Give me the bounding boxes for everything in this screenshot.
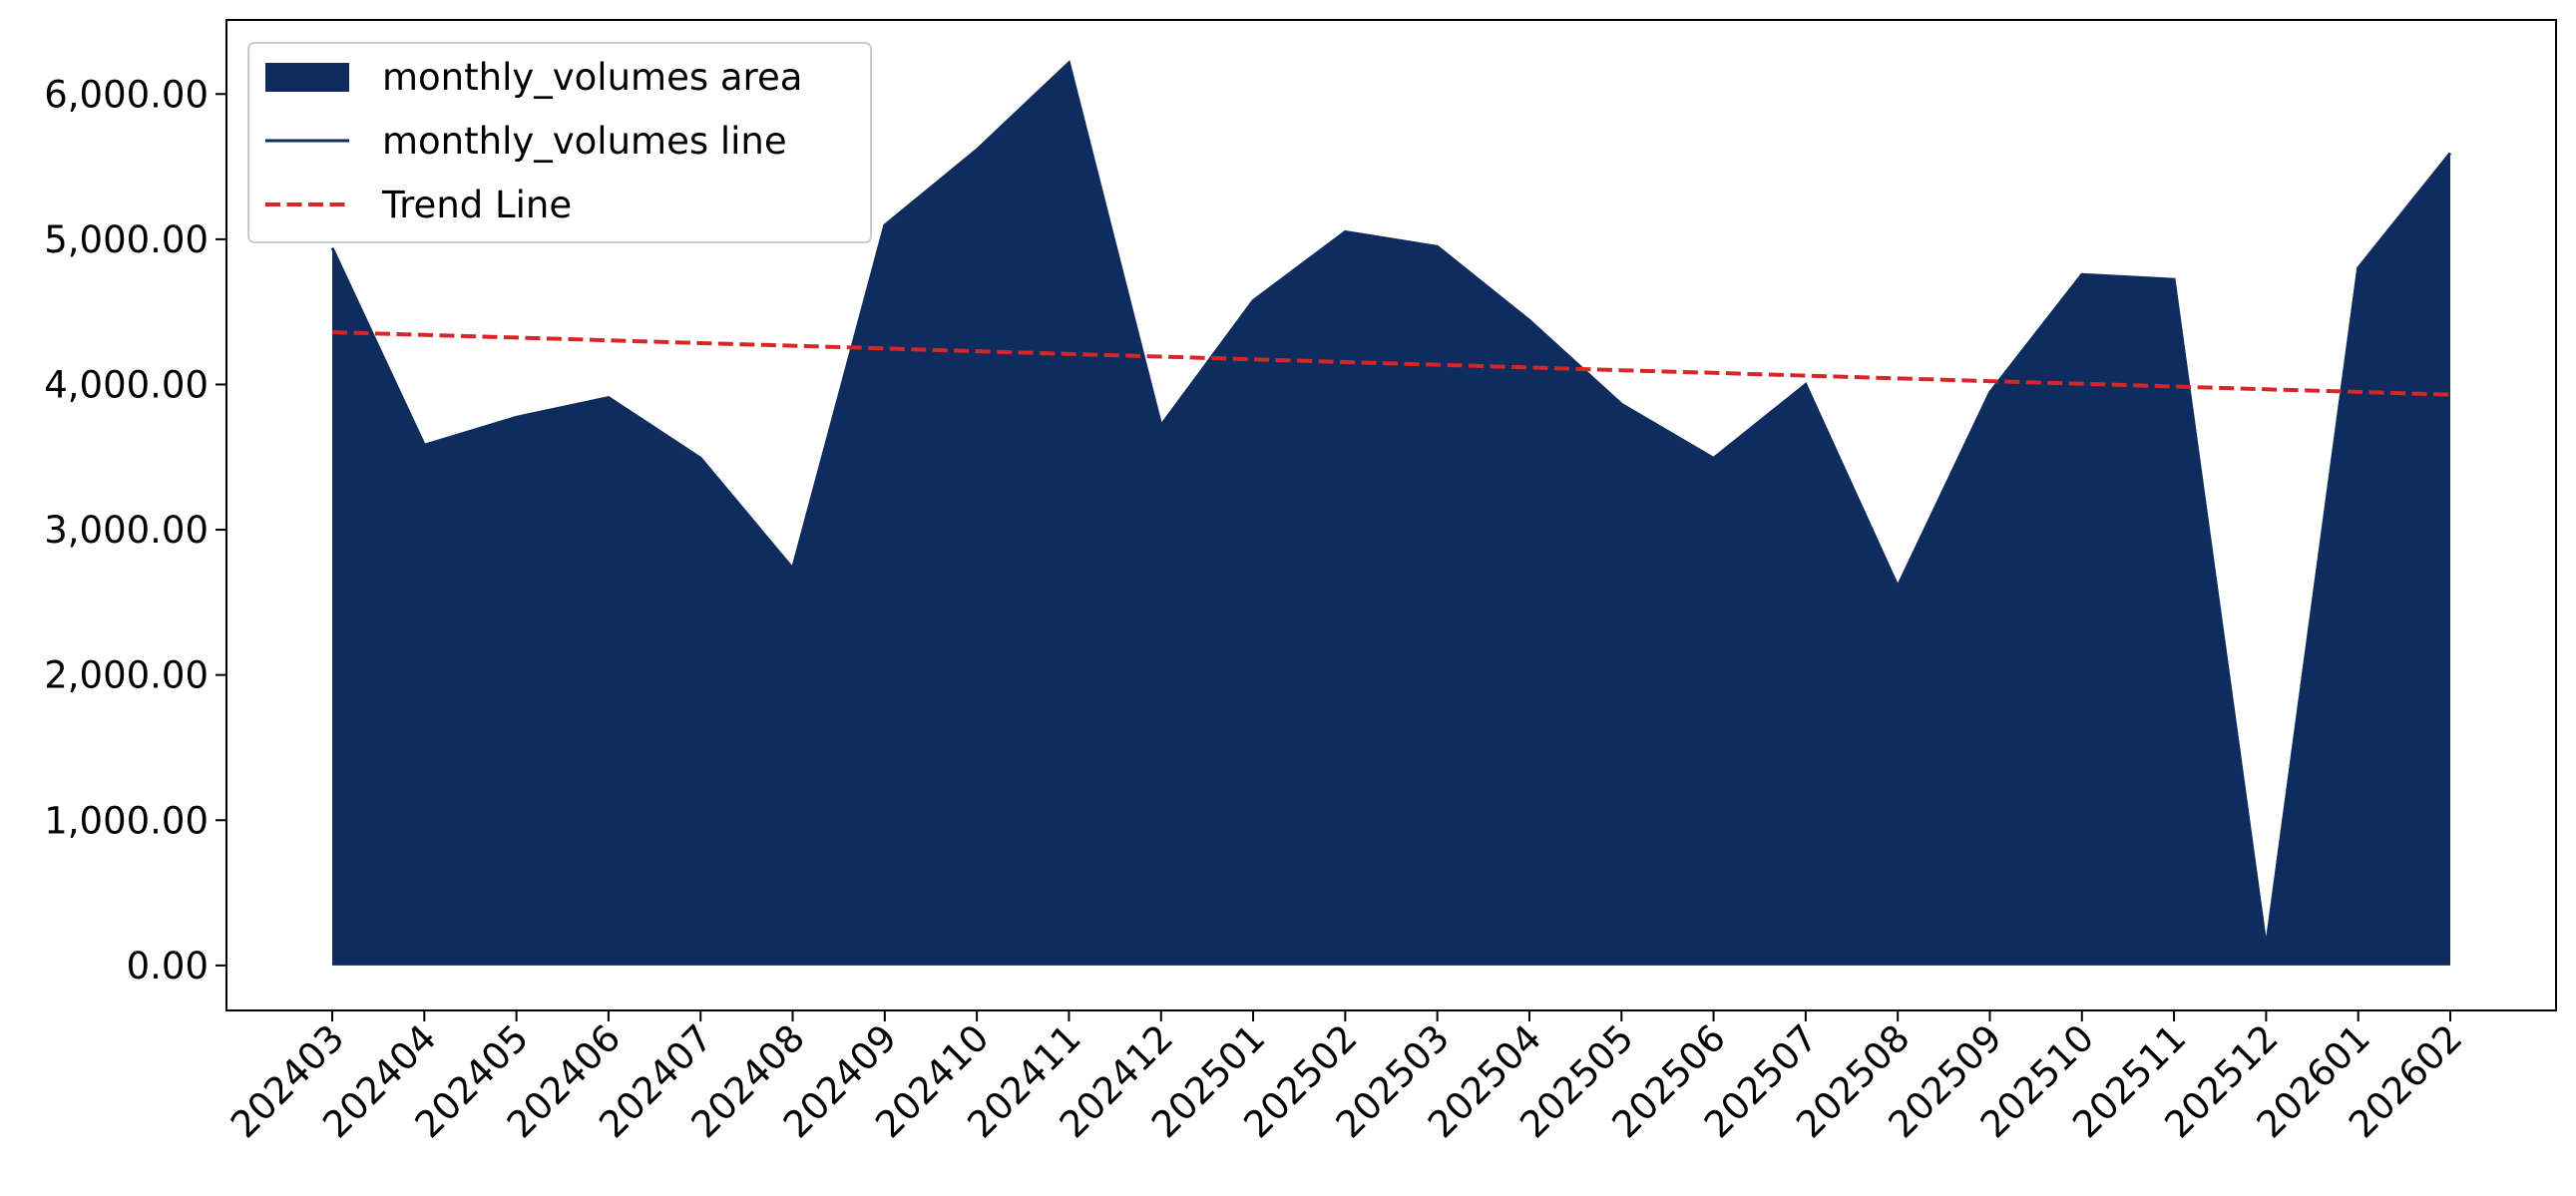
y-tick-label: 6,000.00 [44, 73, 209, 116]
legend-swatch [265, 63, 349, 92]
y-tick-label: 0.00 [127, 945, 209, 988]
legend-label: Trend Line [381, 184, 572, 226]
line [330, 60, 2452, 949]
legend-box [247, 42, 872, 243]
y-tick-label: 5,000.00 [44, 218, 209, 261]
y-tick-label: 2,000.00 [44, 654, 209, 697]
y-tick-label: 3,000.00 [44, 509, 209, 552]
area [332, 62, 2450, 966]
legend-label: monthly_volumes line [382, 120, 787, 163]
trend-line [331, 330, 2451, 397]
y-tick-label: 1,000.00 [44, 799, 209, 842]
plot-frame [225, 19, 2557, 1011]
y-tick-label: 4,000.00 [44, 363, 209, 406]
legend-label: monthly_volumes area [382, 56, 802, 99]
